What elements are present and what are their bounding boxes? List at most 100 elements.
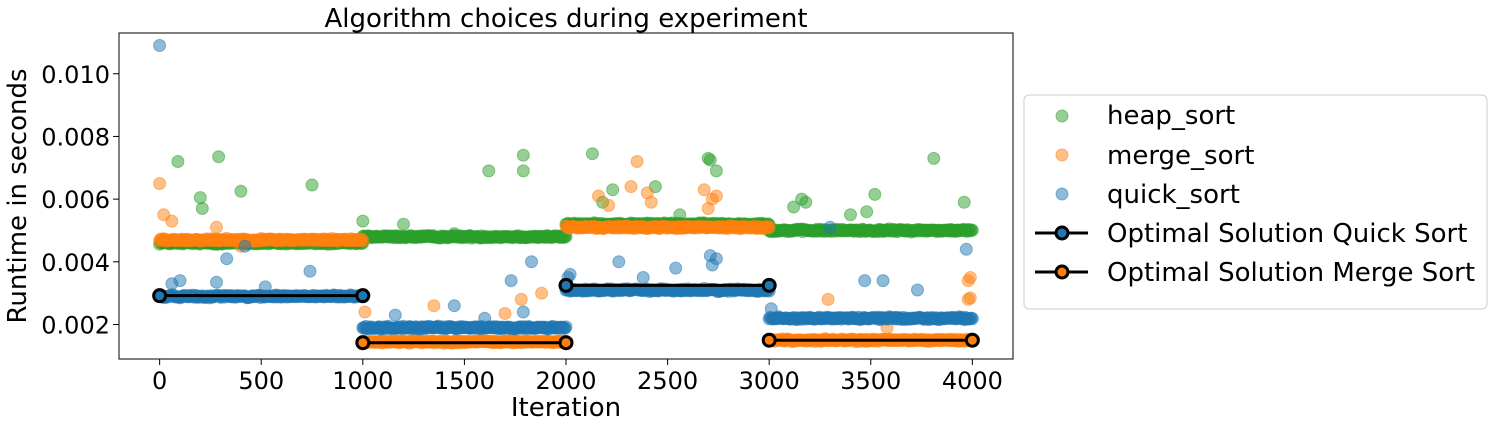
point-heap-sort [193, 191, 207, 205]
point-merge-sort [697, 183, 711, 197]
optimal-merge-sort-marker [964, 332, 980, 348]
point-quick-sort [220, 252, 234, 266]
optimal-merge-sort-marker [558, 335, 574, 351]
point-heap-sort [397, 217, 410, 231]
point-heap-sort [927, 151, 941, 165]
point-merge-sort [709, 189, 723, 203]
legend-label-heap-sort: heap_sort [1107, 101, 1235, 131]
point-quick-sort [559, 320, 573, 334]
point-heap-sort [709, 164, 723, 178]
point-heap-sort [356, 214, 370, 228]
point-quick-sort [876, 274, 890, 288]
data-layer [152, 39, 980, 351]
legend-marks [1035, 109, 1088, 280]
point-quick-sort [805, 311, 819, 325]
legend-label-merge-sort: merge_sort [1107, 141, 1254, 171]
x-tick-label: 1000 [332, 367, 393, 395]
y-axis-label: Runtime in seconds [3, 68, 33, 323]
point-quick-sort [636, 271, 650, 284]
optimal-quick-sort-marker [558, 277, 574, 293]
point-quick-sort [303, 264, 317, 278]
optimal-merge-sort-marker [761, 332, 777, 348]
legend-label-optimal-merge: Optimal Solution Merge Sort [1107, 258, 1475, 288]
point-quick-sort [153, 39, 167, 52]
point-heap-sort [787, 200, 801, 214]
y-tick-label: 0.002 [41, 312, 110, 340]
point-heap-sort [516, 164, 530, 178]
point-merge-sort [644, 195, 658, 209]
point-merge-sort [165, 214, 179, 228]
point-merge-sort [961, 292, 975, 306]
point-quick-sort [258, 280, 272, 294]
point-merge-sort [602, 198, 616, 212]
legend-frame [1023, 94, 1488, 310]
point-heap-sort [703, 153, 717, 167]
x-tick-label: 3000 [739, 367, 800, 395]
optimal-quick-sort-marker [761, 277, 777, 293]
point-merge-sort [220, 231, 234, 245]
x-tick-label: 1500 [434, 367, 495, 395]
point-quick-sort [388, 308, 402, 322]
point-quick-sort [965, 312, 979, 326]
point-heap-sort [234, 184, 248, 198]
y-tick-label: 0.004 [41, 249, 110, 277]
point-quick-sort [238, 239, 252, 253]
point-heap-sort [799, 195, 813, 209]
point-quick-sort [504, 274, 518, 288]
optimal-quick-sort-marker [355, 288, 371, 304]
y-tick-label: 0.010 [41, 61, 110, 89]
point-merge-sort [592, 189, 605, 203]
point-merge-sort [514, 292, 528, 306]
point-merge-sort [427, 299, 441, 313]
x-axis-label: Iteration [511, 393, 621, 423]
point-heap-sort [860, 205, 874, 219]
legend-label-optimal-quick: Optimal Solution Quick Sort [1107, 219, 1467, 249]
point-merge-sort [624, 180, 638, 194]
point-heap-sort [195, 202, 209, 215]
point-quick-sort [911, 283, 924, 297]
point-merge-sort [358, 305, 372, 319]
point-heap-sort [673, 208, 687, 222]
point-merge-sort [153, 177, 167, 190]
optimal-solution-lines [152, 277, 980, 351]
point-quick-sort [173, 274, 187, 288]
point-heap-sort [957, 195, 971, 209]
point-heap-sort [965, 223, 979, 237]
point-merge-sort [701, 202, 715, 215]
point-heap-sort [171, 155, 185, 168]
y-tick-label: 0.008 [41, 123, 110, 151]
point-quick-sort [959, 242, 973, 256]
point-merge-sort [535, 286, 549, 300]
point-quick-sort [858, 274, 872, 288]
point-heap-sort [868, 187, 882, 201]
point-quick-sort [823, 220, 837, 234]
point-quick-sort [447, 299, 461, 313]
point-quick-sort [709, 252, 723, 266]
point-heap-sort [844, 208, 857, 222]
point-merge-sort [762, 221, 776, 235]
optimal-merge-sort-marker [355, 335, 371, 351]
x-tick-label: 2000 [535, 367, 596, 395]
point-heap-sort [447, 227, 461, 241]
x-tick-label: 3500 [840, 367, 901, 395]
point-merge-sort [961, 274, 975, 288]
point-merge-sort [498, 307, 512, 320]
point-heap-sort [585, 147, 599, 161]
legend-marker-heap-sort [1055, 109, 1069, 123]
point-merge-sort [821, 292, 835, 306]
point-quick-sort [525, 255, 538, 269]
point-quick-sort [612, 255, 626, 269]
x-tick-label: 2500 [637, 367, 698, 395]
point-quick-sort [516, 305, 530, 319]
point-heap-sort [305, 178, 319, 192]
point-quick-sort [669, 261, 683, 275]
x-tick-label: 500 [238, 367, 284, 395]
point-heap-sort [516, 148, 530, 162]
tick-layer: 0 500 1000 1500 2000 2500 3000 3500 4000 0.002 0.0… [41, 61, 1003, 395]
chart-title: Algorithm choices during experiment [324, 4, 807, 34]
x-tick-label: 4000 [942, 367, 1003, 395]
point-heap-sort [482, 164, 496, 178]
point-merge-sort [630, 155, 644, 168]
point-heap-sort [212, 150, 226, 164]
